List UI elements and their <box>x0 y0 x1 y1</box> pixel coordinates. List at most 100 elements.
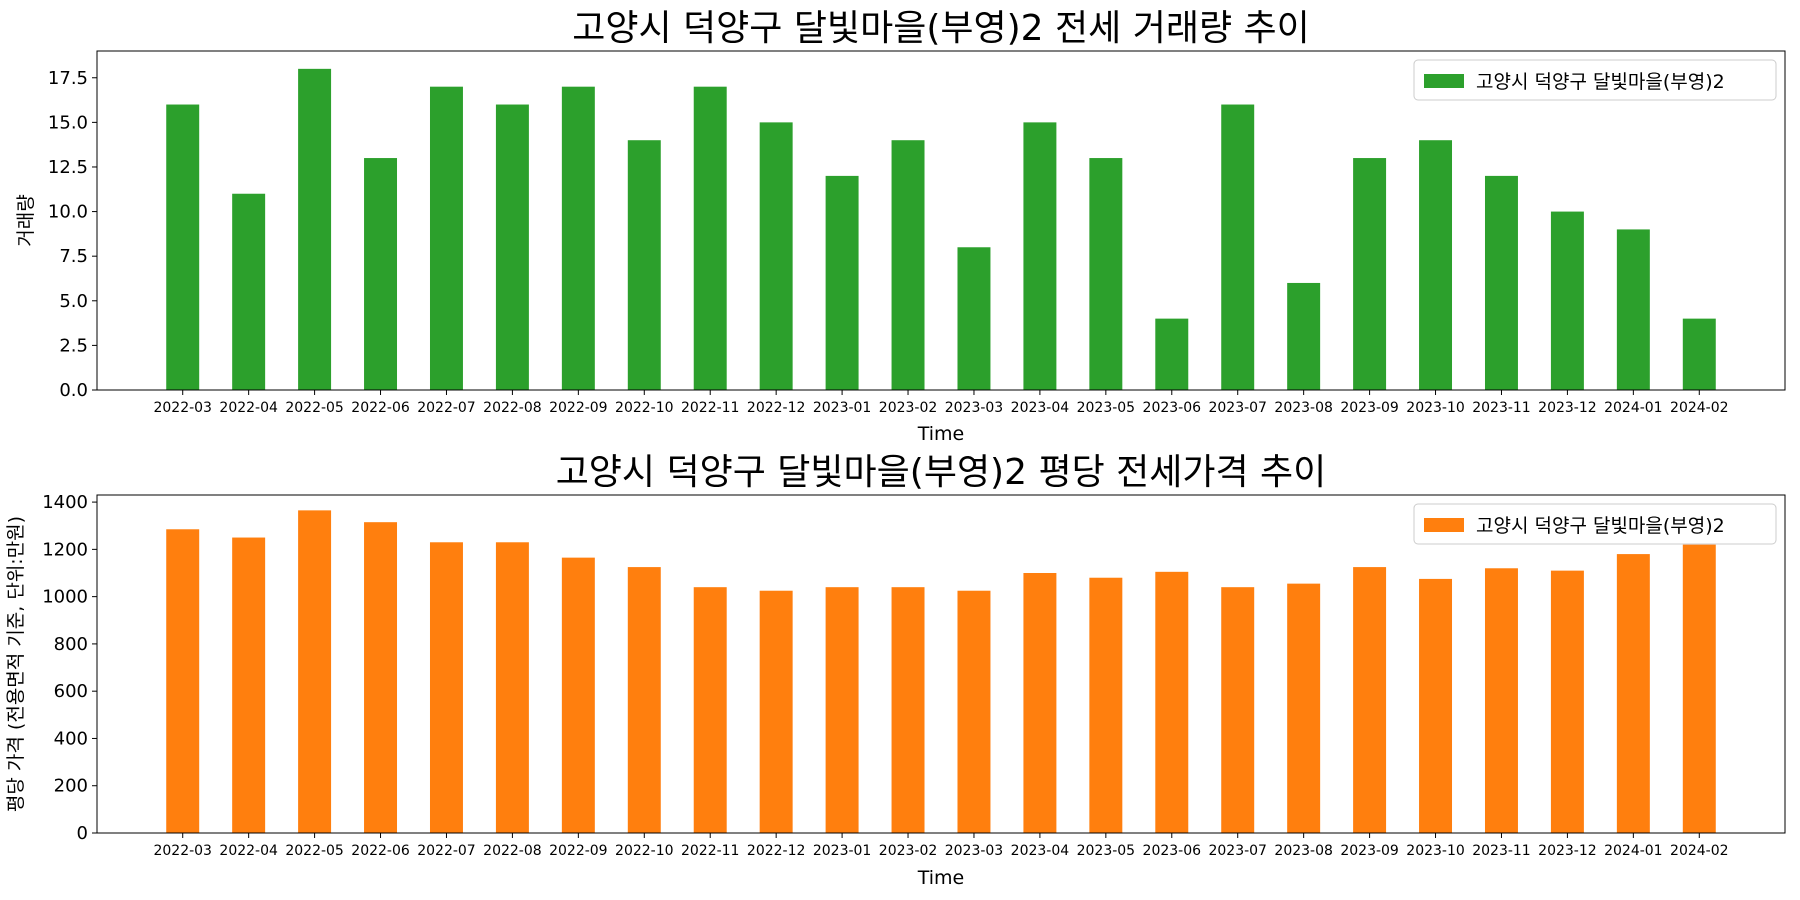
x-tick-label: 2023-08 <box>1274 843 1333 859</box>
bar-2023-08 <box>1287 583 1321 833</box>
legend-swatch <box>1424 74 1464 88</box>
bar-2022-08 <box>495 542 529 833</box>
x-tick-label: 2023-04 <box>1011 843 1070 859</box>
x-tick-label: 2022-07 <box>417 400 476 416</box>
bar-2022-08 <box>495 104 529 391</box>
y-tick-label: 1200 <box>42 539 88 560</box>
y-tick-label: 5.0 <box>59 291 88 312</box>
x-tick-label: 2024-01 <box>1604 400 1663 416</box>
legend-box <box>1413 59 1777 101</box>
x-tick-label: 2023-01 <box>813 400 872 416</box>
bar-2023-11 <box>1484 175 1518 390</box>
x-tick-label: 2023-02 <box>879 843 938 859</box>
x-tick-label: 2023-02 <box>879 400 938 416</box>
y-tick-label: 1000 <box>42 587 88 608</box>
x-tick-label: 2023-09 <box>1340 843 1399 859</box>
x-tick-label: 2023-05 <box>1077 400 1136 416</box>
x-tick-label: 2023-09 <box>1340 400 1399 416</box>
bar-2023-06 <box>1155 571 1189 833</box>
y-axis-label: 평당 가격 (전용면적 기준, 단위:만원) <box>5 516 27 812</box>
bar-2022-11 <box>693 587 727 833</box>
bar-2023-02 <box>891 140 925 390</box>
y-tick-label: 200 <box>54 776 88 797</box>
chart-1: 고양시 덕양구 달빛마을(부영)2 전세 거래량 추이 2022-03 2022-0… <box>15 8 1786 445</box>
x-tick-label: 2023-10 <box>1406 843 1465 859</box>
bar-2022-12 <box>759 122 793 391</box>
legend-label: 고양시 덕양구 달빛마을(부영)2 <box>1476 515 1725 537</box>
bar-2022-12 <box>759 590 793 833</box>
bar-2023-06 <box>1155 318 1189 390</box>
x-tick-label: 2022-08 <box>483 843 542 859</box>
bar-2022-09 <box>561 557 595 833</box>
bar-2023-07 <box>1221 587 1255 833</box>
bar-2023-01 <box>825 175 859 390</box>
bar-2023-01 <box>825 587 859 833</box>
x-tick-label: 2023-11 <box>1472 843 1531 859</box>
bar-2023-03 <box>957 590 991 833</box>
chart-title: 고양시 덕양구 달빛마을(부영)2 전세 거래량 추이 <box>572 8 1310 49</box>
x-tick-label: 2022-12 <box>747 843 806 859</box>
y-tick-label: 0 <box>77 823 88 844</box>
bar-2023-03 <box>957 247 991 390</box>
x-tick-label: 2022-12 <box>747 400 806 416</box>
bar-2023-04 <box>1023 573 1057 833</box>
x-tick-label: 2022-04 <box>219 400 278 416</box>
x-tick-label: 2023-11 <box>1472 400 1531 416</box>
y-tick-label: 400 <box>54 728 88 749</box>
x-tick-label: 2024-02 <box>1670 400 1729 416</box>
x-tick-label: 2022-04 <box>219 843 278 859</box>
x-tick-label: 2023-06 <box>1143 843 1202 859</box>
x-tick-label: 2022-07 <box>417 843 476 859</box>
bar-2023-12 <box>1550 211 1584 390</box>
plot-frame <box>96 494 1786 834</box>
bar-2024-02 <box>1682 544 1716 833</box>
y-tick-label: 10.0 <box>48 202 88 223</box>
x-tick-label: 2022-06 <box>351 400 410 416</box>
x-tick-label: 2022-10 <box>615 400 674 416</box>
bar-2022-04 <box>232 537 266 833</box>
bar-2022-10 <box>627 140 661 390</box>
x-tick-label: 2022-03 <box>153 400 212 416</box>
y-tick-label: 7.5 <box>59 246 88 267</box>
x-tick-label: 2024-02 <box>1670 843 1729 859</box>
bar-2023-05 <box>1089 158 1123 390</box>
x-tick-label: 2023-05 <box>1077 843 1136 859</box>
legend-swatch <box>1424 518 1464 532</box>
x-tick-label: 2023-04 <box>1011 400 1070 416</box>
y-tick-label: 12.5 <box>48 157 88 178</box>
bar-2022-04 <box>232 193 266 390</box>
legend: 고양시 덕양구 달빛마을(부영)2 <box>1413 59 1777 101</box>
y-tick-label: 1400 <box>42 492 88 513</box>
bar-2023-12 <box>1550 570 1584 833</box>
x-tick-label: 2022-05 <box>285 843 344 859</box>
y-tick-label: 15.0 <box>48 112 88 133</box>
y-tick-label: 2.5 <box>59 335 88 356</box>
x-tick-label: 2022-09 <box>549 400 608 416</box>
x-tick-label: 2022-10 <box>615 843 674 859</box>
bar-2023-11 <box>1484 568 1518 833</box>
x-tick-label: 2023-03 <box>945 400 1004 416</box>
y-tick-label: 800 <box>54 634 88 655</box>
bar-2023-08 <box>1287 282 1321 390</box>
chart-title: 고양시 덕양구 달빛마을(부영)2 평당 전세가격 추이 <box>556 452 1327 493</box>
legend-label: 고양시 덕양구 달빛마을(부영)2 <box>1476 71 1725 93</box>
plot-frame <box>96 50 1786 391</box>
x-tick-label: 2022-05 <box>285 400 344 416</box>
x-tick-label: 2022-11 <box>681 843 740 859</box>
y-tick-label: 600 <box>54 681 88 702</box>
x-tick-label: 2022-06 <box>351 843 410 859</box>
x-tick-label: 2023-06 <box>1143 400 1202 416</box>
x-axis-label: Time <box>917 423 965 445</box>
legend-box <box>1413 503 1777 545</box>
x-tick-label: 2023-12 <box>1538 400 1597 416</box>
x-tick-label: 2023-08 <box>1274 400 1333 416</box>
bar-2023-10 <box>1419 578 1453 833</box>
x-tick-label: 2024-01 <box>1604 843 1663 859</box>
bar-2022-06 <box>364 158 398 390</box>
bar-2024-01 <box>1616 229 1650 390</box>
bar-2022-07 <box>429 542 463 833</box>
legend: 고양시 덕양구 달빛마을(부영)2 <box>1413 503 1777 545</box>
bar-2022-05 <box>298 68 332 390</box>
bar-2022-03 <box>166 529 200 833</box>
